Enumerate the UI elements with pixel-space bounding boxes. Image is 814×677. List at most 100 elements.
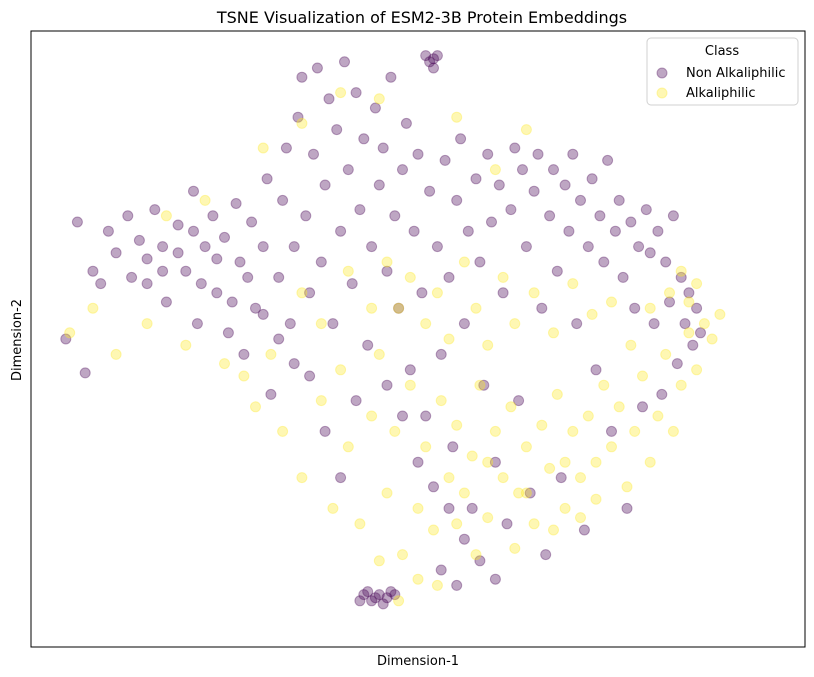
scatter-point (555, 472, 567, 484)
scatter-point (420, 441, 432, 453)
scatter-point (675, 265, 687, 277)
scatter-point (451, 518, 463, 530)
scatter-point (234, 256, 246, 268)
scatter-point (629, 302, 641, 314)
scatter-point (79, 367, 91, 379)
scatter-point (548, 164, 559, 176)
scatter-point (393, 302, 405, 314)
scatter-point (246, 216, 258, 228)
scatter-point (273, 333, 285, 345)
scatter-point (366, 595, 378, 607)
scatter-point (327, 318, 339, 330)
scatter-point (358, 133, 370, 145)
scatter-point (250, 302, 261, 314)
scatter-point (296, 287, 308, 299)
scatter-point (160, 296, 172, 308)
scatter-point (520, 487, 532, 499)
scatter-point (637, 370, 648, 382)
scatter-point (435, 564, 447, 576)
scatter-point (567, 148, 579, 160)
scatter-point (257, 142, 269, 154)
legend-label-non-alkaliphilic: Non Alkaliphilic (686, 66, 786, 81)
scatter-point (199, 241, 211, 253)
scatter-point (451, 419, 463, 431)
scatter-point (238, 370, 250, 382)
scatter-point (381, 487, 393, 499)
scatter-point (311, 62, 323, 74)
scatter-point (149, 204, 161, 216)
scatter-point (451, 111, 463, 123)
legend: Class Non Alkaliphilic Alkaliphilic (646, 37, 799, 106)
scatter-point (408, 225, 420, 237)
scatter-point (141, 253, 153, 265)
scatter-point (211, 253, 223, 265)
scatter-point (578, 524, 590, 536)
scatter-point (157, 265, 169, 277)
scatter-point (288, 358, 300, 370)
scatter-point (586, 173, 598, 185)
scatter-point (373, 179, 385, 191)
scatter-point (431, 579, 443, 591)
scatter-point (335, 472, 347, 484)
scatter-point (509, 542, 521, 554)
scatter-point (590, 364, 602, 376)
scatter-point (369, 592, 381, 604)
scatter-point (323, 93, 335, 105)
scatter-point (567, 425, 579, 437)
scatter-point (443, 271, 455, 283)
scatter-point (621, 481, 633, 493)
scatter-point (342, 265, 354, 277)
scatter-point (486, 216, 497, 228)
scatter-point (315, 256, 327, 268)
scatter-point (489, 425, 501, 437)
scatter-point (621, 502, 633, 514)
scatter-point (71, 216, 83, 228)
scatter-point (474, 379, 486, 391)
scatter-point (373, 93, 385, 105)
scatter-point (706, 333, 718, 345)
scatter-point (567, 278, 579, 290)
scatter-point (544, 462, 556, 474)
scatter-point (180, 265, 192, 277)
scatter-point (191, 318, 203, 330)
scatter-point (280, 142, 292, 154)
scatter-point (489, 456, 501, 468)
chart-title: TSNE Visualization of ESM2-3B Protein Em… (216, 8, 627, 27)
scatter-point (435, 395, 447, 407)
scatter-point (528, 287, 540, 299)
scatter-point (95, 278, 107, 290)
scatter-point (586, 308, 598, 320)
scatter-point (397, 549, 408, 561)
legend-label-alkaliphilic: Alkaliphilic (686, 86, 755, 101)
scatter-point (640, 204, 652, 216)
scatter-point (544, 210, 556, 222)
scatter-point (300, 210, 312, 222)
scatter-point (141, 278, 153, 290)
scatter-point (385, 71, 397, 83)
scatter-point (660, 348, 672, 360)
scatter-point (284, 318, 296, 330)
scatter-point (582, 241, 594, 253)
scatter-point (188, 185, 199, 197)
scatter-point (64, 327, 76, 339)
scatter-point (602, 154, 614, 166)
scatter-point (335, 364, 347, 376)
scatter-point (458, 533, 470, 545)
scatter-point (520, 241, 532, 253)
scatter-point (277, 425, 289, 437)
scatter-point (381, 265, 393, 277)
scatter-point (675, 379, 687, 391)
scatter-point (87, 302, 99, 314)
scatter-point (540, 549, 552, 561)
scatter-point (509, 318, 521, 330)
scatter-point (455, 133, 467, 145)
scatter-point (335, 225, 347, 237)
scatter-point (478, 379, 490, 391)
scatter-point (443, 333, 455, 345)
scatter-point (296, 472, 308, 484)
scatter-point (226, 296, 238, 308)
scatter-point (350, 87, 362, 99)
scatter-point (470, 302, 482, 314)
scatter-point (304, 287, 316, 299)
scatter-point (695, 327, 706, 339)
